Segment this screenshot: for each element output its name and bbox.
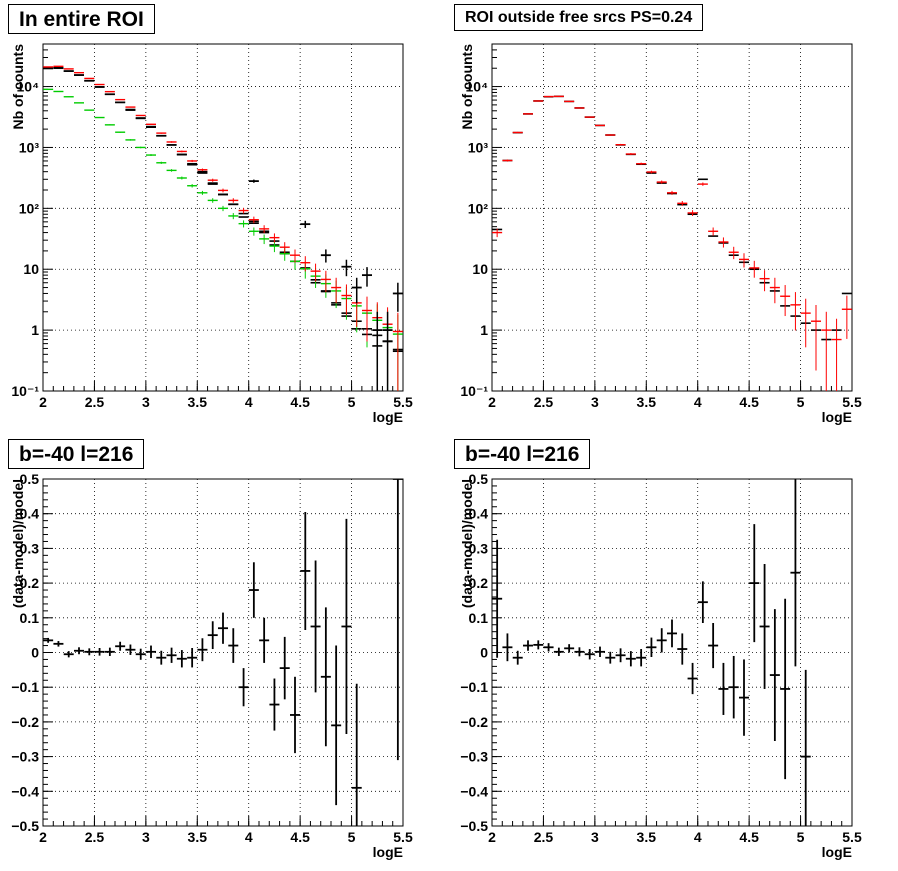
- panel3-xtick-label: 5: [348, 829, 356, 845]
- panel4-ytick-label: −0.5: [460, 818, 488, 834]
- panel4-xtick-label: 4.5: [739, 829, 759, 845]
- panel3-ytick-label: 0.2: [20, 575, 40, 591]
- panel2-xtick-label: 4.5: [739, 394, 759, 410]
- panel4-ytick-label: −0.3: [460, 749, 488, 765]
- panel3-xtick-label: 5.5: [393, 829, 413, 845]
- panel1-xtick-label: 4.5: [290, 394, 310, 410]
- panel3-xtick-label: 4: [245, 829, 253, 845]
- panel2-xtick-label: 2.5: [534, 394, 554, 410]
- panel2-xlabel: logE: [822, 409, 852, 425]
- panel1-ytick-label: 10: [23, 261, 39, 277]
- panel2-ytick-label: 10: [472, 261, 488, 277]
- panel4-xlabel: logE: [822, 844, 852, 860]
- panel4-ytick-label: 0.4: [469, 506, 489, 522]
- panel2-xtick-label: 3: [591, 394, 599, 410]
- panel4-ylabel: (data-model)/model: [459, 479, 475, 608]
- panel2-xtick-label: 2: [488, 394, 496, 410]
- panel1-ylabel: Nb of counts: [10, 44, 26, 130]
- panel4-title: b=-40 l=216: [454, 439, 591, 469]
- panel4-xtick-label: 5: [797, 829, 805, 845]
- panel3-xlabel: logE: [373, 844, 403, 860]
- panel4-ytick-label: 0: [480, 645, 488, 661]
- panel4-ytick-label: 0.1: [469, 610, 489, 626]
- panel4-ytick-label: −0.1: [460, 679, 488, 695]
- panel4-ytick-label: 0.3: [469, 540, 489, 556]
- panel2-title: ROI outside free srcs PS=0.24: [454, 4, 704, 31]
- panel4-xtick-label: 3.5: [637, 829, 657, 845]
- panel1-xtick-label: 3: [142, 394, 150, 410]
- panel4-xtick-label: 2.5: [534, 829, 554, 845]
- panel1-xlabel: logE: [373, 409, 403, 425]
- panel3-ytick-label: −0.4: [11, 783, 39, 799]
- panel4-xtick-label: 3: [591, 829, 599, 845]
- panel2-xtick-label: 5.5: [842, 394, 862, 410]
- panel1-plot-area: [43, 65, 403, 391]
- panel1-xtick-label: 5.5: [393, 394, 413, 410]
- panel2-xtick-label: 5: [797, 394, 805, 410]
- panel2-plot-area: [492, 95, 852, 391]
- panel1-ytick-label: 10²: [19, 200, 40, 216]
- panel1-xtick-label: 3.5: [188, 394, 208, 410]
- panel1-ytick-label: 10⁻¹: [11, 383, 39, 399]
- panel2-ytick-label: 1: [480, 322, 488, 338]
- panel1-ytick-label: 10³: [19, 139, 40, 155]
- panel1-frame: [42, 43, 404, 392]
- panel3-ytick-label: 0: [31, 645, 39, 661]
- panel2-ytick-label: 10²: [468, 200, 489, 216]
- panel1-ytick-label: 10⁴: [17, 79, 40, 95]
- panel3-ytick-label: 0.1: [20, 610, 40, 626]
- panel4-ytick-label: 0.5: [469, 471, 489, 487]
- panel3-ytick-label: 0.5: [20, 471, 40, 487]
- panel4-ytick-label: 0.2: [469, 575, 489, 591]
- panel3-ytick-label: −0.2: [11, 714, 39, 730]
- panel2-ytick-label: 10⁻¹: [460, 383, 488, 399]
- panel2-xtick-label: 4: [694, 394, 702, 410]
- panel2-ytick-label: 10⁴: [466, 79, 489, 95]
- panel3-ytick-label: −0.3: [11, 749, 39, 765]
- panel3-xtick-label: 3: [142, 829, 150, 845]
- panel3-xtick-label: 3.5: [188, 829, 208, 845]
- panel3-ytick-label: −0.5: [11, 818, 39, 834]
- panel1-xtick-label: 2: [39, 394, 47, 410]
- panel3-ylabel: (data-model)/model: [10, 479, 26, 608]
- panel1-xtick-label: 2.5: [85, 394, 105, 410]
- panel2-xtick-label: 3.5: [637, 394, 657, 410]
- panel4-xtick-label: 4: [694, 829, 702, 845]
- panel1-xtick-label: 5: [348, 394, 356, 410]
- panel3-xtick-label: 4.5: [290, 829, 310, 845]
- panel2-ytick-label: 10³: [468, 139, 489, 155]
- panel3-ytick-label: 0.3: [20, 540, 40, 556]
- panel3-ytick-label: 0.4: [20, 506, 40, 522]
- panel4-xtick-label: 5.5: [842, 829, 862, 845]
- panel4-ytick-label: −0.4: [460, 783, 488, 799]
- panel4-xtick-label: 2: [488, 829, 496, 845]
- panel3-title: b=-40 l=216: [8, 439, 145, 469]
- panel2-ylabel: Nb of counts: [459, 44, 475, 130]
- panel3-xtick-label: 2.5: [85, 829, 105, 845]
- panel4-ytick-label: −0.2: [460, 714, 488, 730]
- panel4-plot-area: [492, 479, 811, 826]
- panel1-ytick-label: 1: [31, 322, 39, 338]
- panel3-xtick-label: 2: [39, 829, 47, 845]
- panel3-ytick-label: −0.1: [11, 679, 39, 695]
- panel1-title: In entire ROI: [8, 4, 155, 34]
- panel1-xtick-label: 4: [245, 394, 253, 410]
- panel3-plot-area: [43, 479, 403, 826]
